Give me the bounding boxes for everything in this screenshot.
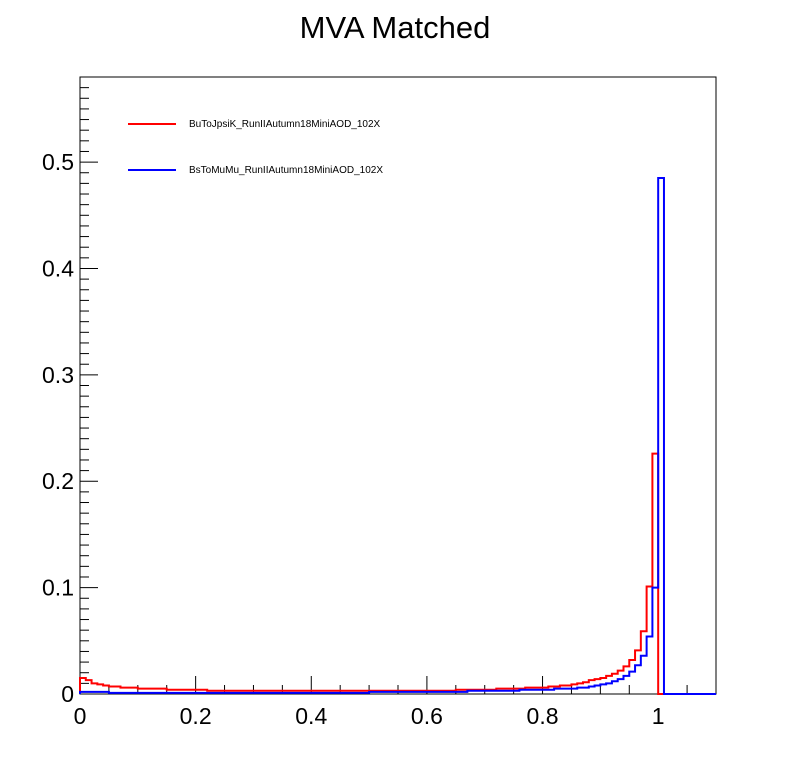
y-axis-ticks: 0 0.1 0.2 0.3 0.4 0.5 bbox=[42, 87, 98, 707]
x-tick-label: 0 bbox=[74, 703, 87, 729]
x-tick-label: 0.6 bbox=[411, 703, 443, 729]
series-line-bu-to-jpsi-k bbox=[79, 452, 716, 695]
legend-entry-label: BsToMuMu_RunIIAutumn18MiniAOD_102X bbox=[189, 165, 383, 176]
chart-title: MVA Matched bbox=[300, 10, 491, 45]
x-tick-label: 1 bbox=[652, 703, 665, 729]
series-layer bbox=[79, 177, 716, 695]
y-tick-label: 0.4 bbox=[42, 255, 74, 281]
y-tick-label: 0.1 bbox=[42, 575, 74, 601]
legend: BuToJpsiK_RunIIAutumn18MiniAOD_102X BsToM… bbox=[128, 119, 383, 176]
series-line-bs-to-mumu bbox=[79, 177, 716, 695]
x-tick-label: 0.2 bbox=[180, 703, 212, 729]
y-tick-label: 0 bbox=[61, 681, 74, 707]
y-tick-label: 0.2 bbox=[42, 468, 74, 494]
y-tick-label: 0.3 bbox=[42, 362, 74, 388]
x-tick-label: 0.8 bbox=[527, 703, 559, 729]
legend-entry-label: BuToJpsiK_RunIIAutumn18MiniAOD_102X bbox=[189, 119, 381, 130]
y-tick-label: 0.5 bbox=[42, 149, 74, 175]
x-tick-label: 0.4 bbox=[295, 703, 327, 729]
